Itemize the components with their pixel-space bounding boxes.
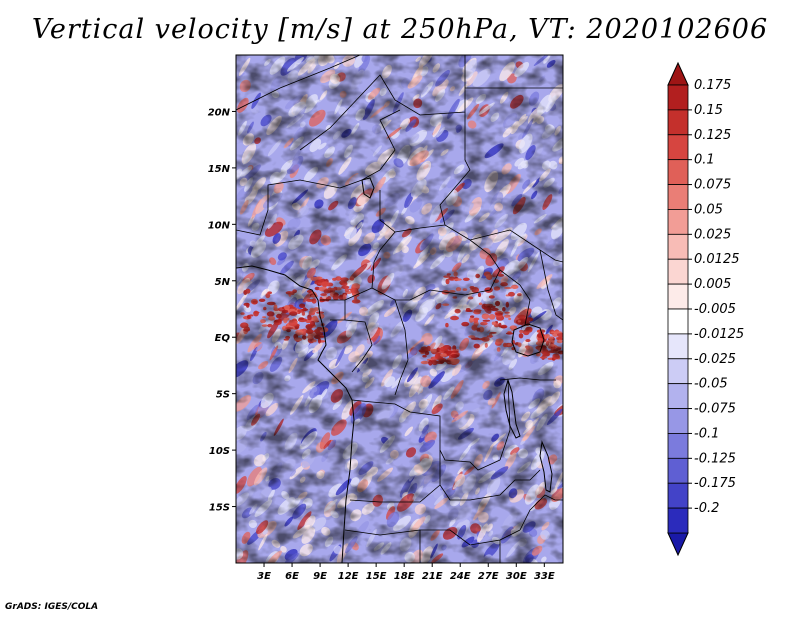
colorbar-swatch (667, 233, 689, 260)
lake-victoria (511, 323, 545, 357)
colorbar-label: -0.1 (694, 426, 719, 441)
lake-chad (361, 177, 375, 199)
colorbar-label: -0.125 (694, 451, 736, 466)
colorbar-label: -0.025 (694, 352, 736, 367)
lat-label: 10S (209, 446, 230, 457)
colorbar: 0.175 0.15 0.125 0.1 0.075 0.05 0.025 0.0125 0.0… (667, 61, 744, 557)
colorbar-label: 0.15 (694, 103, 723, 118)
colorbar-swatch (667, 457, 689, 484)
lake-malawi (539, 440, 553, 493)
lon-label: 21E (422, 571, 443, 582)
lon-label: 30E (506, 571, 527, 582)
colorbar-label: 0.005 (694, 277, 731, 292)
map-frame (235, 54, 564, 564)
coastline-west-africa (236, 265, 355, 563)
lon-label: 15E (366, 571, 387, 582)
vertical-velocity-field (236, 55, 563, 563)
colorbar-label: -0.05 (694, 377, 728, 392)
colorbar-swatch (667, 209, 689, 235)
colorbar-swatch (667, 482, 689, 509)
colorbar-bottom-arrow (667, 532, 689, 557)
colorbar-swatch (667, 358, 689, 385)
colorbar-label: 0.025 (694, 227, 731, 242)
lon-label: 18E (394, 571, 415, 582)
lat-label: 10N (208, 220, 231, 231)
colorbar-swatch (667, 159, 689, 185)
colorbar-swatch (667, 433, 689, 459)
lon-label: 33E (534, 571, 555, 582)
map-title: Vertical velocity [m/s] at 250hPa, VT: 2… (31, 14, 769, 45)
lon-label: 12E (338, 571, 359, 582)
lat-label: EQ (215, 333, 231, 344)
colorbar-swatch (667, 507, 689, 534)
colorbar-swatch (667, 258, 689, 285)
lat-label: 15S (209, 503, 230, 514)
lon-label: 9E (313, 571, 327, 582)
colorbar-swatch (667, 109, 689, 136)
country-borders (236, 55, 563, 563)
colorbar-label: 0.1 (694, 153, 715, 168)
colorbar-swatch (667, 84, 689, 111)
colorbar-label: -0.175 (694, 476, 736, 491)
lat-label: 20N (208, 107, 231, 118)
colorbar-swatch (667, 333, 689, 360)
colorbar-swatch (667, 134, 689, 161)
map-outlines (236, 177, 553, 563)
lon-label: 24E (450, 571, 471, 582)
lat-label: 15N (208, 164, 231, 175)
colorbar-swatch (667, 308, 689, 335)
colorbar-label: 0.175 (694, 78, 731, 93)
colorbar-swatch (667, 383, 689, 409)
longitude-axis: 3E 6E 9E 12E 15E 18E 21E 24E 27E 30E 33E (257, 563, 555, 582)
colorbar-swatch (667, 283, 689, 310)
colorbar-label: 0.075 (694, 178, 731, 193)
colorbar-label: -0.005 (694, 302, 736, 317)
colorbar-label: -0.2 (694, 501, 719, 516)
grads-credit: GrADS: IGES/COLA (5, 602, 99, 612)
lake-tanganyika (503, 378, 521, 439)
colorbar-swatch (667, 184, 689, 210)
lat-label: 5S (216, 390, 230, 401)
colorbar-swatch (667, 408, 689, 434)
lat-label: 5N (215, 277, 231, 288)
colorbar-label: 0.0125 (694, 252, 740, 267)
lon-label: 27E (478, 571, 499, 582)
lon-label: 3E (257, 571, 271, 582)
colorbar-label: -0.075 (694, 402, 736, 417)
colorbar-label: 0.05 (694, 202, 723, 217)
latitude-axis: 20N 15N 10N 5N EQ 5S 10S 15S (208, 107, 236, 514)
colorbar-top-arrow (667, 61, 689, 86)
colorbar-label: -0.0125 (694, 327, 744, 342)
colorbar-label: 0.125 (694, 128, 731, 143)
lon-label: 6E (285, 571, 299, 582)
